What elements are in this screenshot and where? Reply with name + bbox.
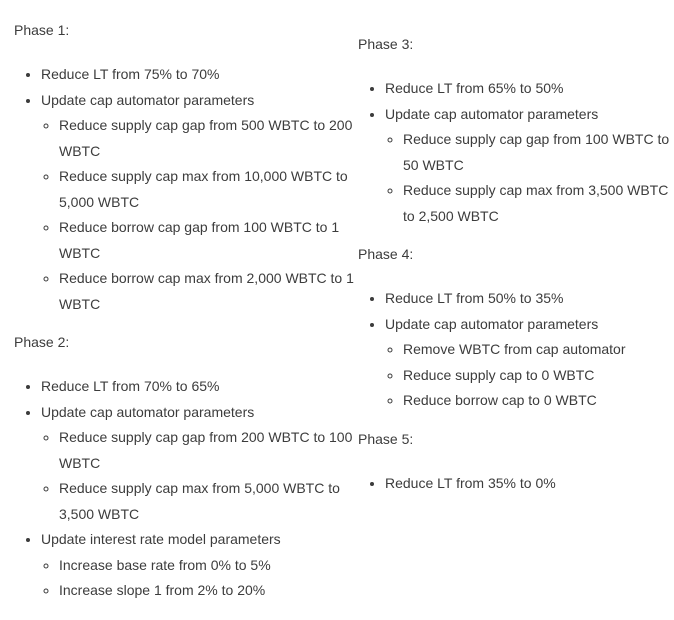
list-item: Reduce LT from 75% to 70% [41, 62, 354, 88]
list-item: Update interest rate model parameters In… [41, 527, 354, 604]
phase-3-section: Phase 3: Reduce LT from 65% to 50% Updat… [358, 35, 670, 229]
sub-list-item: Reduce supply cap gap from 200 WBTC to 1… [59, 425, 354, 476]
sub-list-item: Reduce supply cap gap from 100 WBTC to 5… [403, 127, 670, 178]
list-item-text: Update cap automator parameters [385, 105, 599, 122]
right-column: Phase 3: Reduce LT from 65% to 50% Updat… [358, 35, 670, 512]
list-item: Reduce LT from 50% to 35% [385, 286, 670, 312]
list-item: Reduce LT from 65% to 50% [385, 76, 670, 102]
list-item-text: Update interest rate model parameters [41, 531, 281, 547]
list-item: Update cap automator parameters Reduce s… [41, 400, 354, 528]
phase-1-list: Reduce LT from 75% to 70% Update cap aut… [14, 62, 354, 317]
sub-list-item: Reduce supply cap max from 5,000 WBTC to… [59, 476, 354, 527]
list-item-text: Update cap automator parameters [41, 403, 255, 420]
list-item: Reduce LT from 70% to 65% [41, 374, 354, 400]
sub-list: Reduce supply cap gap from 200 WBTC to 1… [41, 425, 354, 527]
phase-5-section: Phase 5: Reduce LT from 35% to 0% [358, 430, 670, 497]
phase-2-list: Reduce LT from 70% to 65% Update cap aut… [14, 374, 354, 604]
list-item-text: Update cap automator parameters [385, 315, 599, 332]
phase-2-section: Phase 2: Reduce LT from 70% to 65% Updat… [14, 333, 354, 604]
list-item: Reduce LT from 35% to 0% [385, 471, 670, 497]
left-column: Phase 1: Reduce LT from 75% to 70% Updat… [14, 21, 354, 620]
sub-list: Reduce supply cap gap from 500 WBTC to 2… [41, 113, 354, 317]
sub-list-item: Reduce borrow cap to 0 WBTC [403, 388, 670, 414]
sub-list-item: Remove WBTC from cap automator [403, 337, 670, 363]
sub-list: Remove WBTC from cap automator Reduce su… [385, 337, 670, 414]
phase-4-section: Phase 4: Reduce LT from 50% to 35% Updat… [358, 245, 670, 414]
sub-list-item: Increase slope 1 from 2% to 20% [59, 578, 354, 604]
phase-1-section: Phase 1: Reduce LT from 75% to 70% Updat… [14, 21, 354, 317]
phase-5-list: Reduce LT from 35% to 0% [358, 471, 670, 497]
phase-3-heading: Phase 3: [358, 36, 414, 52]
sub-list-item: Reduce borrow cap max from 2,000 WBTC to… [59, 266, 354, 317]
sub-list-item: Reduce borrow cap gap from 100 WBTC to 1… [59, 215, 354, 266]
sub-list-item: Increase base rate from 0% to 5% [59, 553, 354, 579]
phase-4-heading: Phase 4: [358, 246, 414, 262]
sub-list-item: Reduce supply cap gap from 500 WBTC to 2… [59, 113, 354, 164]
phase-2-heading: Phase 2: [14, 334, 70, 350]
list-item: Update cap automator parameters Reduce s… [41, 88, 354, 318]
sub-list-item: Reduce supply cap to 0 WBTC [403, 363, 670, 389]
phase-4-list: Reduce LT from 50% to 35% Update cap aut… [358, 286, 670, 414]
list-item-text: Update cap automator parameters [41, 91, 255, 108]
phase-3-list: Reduce LT from 65% to 50% Update cap aut… [358, 76, 670, 229]
phase-5-heading: Phase 5: [358, 430, 414, 447]
sub-list: Reduce supply cap gap from 100 WBTC to 5… [385, 127, 670, 229]
sub-list-item: Reduce supply cap max from 3,500 WBTC to… [403, 178, 670, 229]
list-item: Update cap automator parameters Reduce s… [385, 102, 670, 230]
sub-list-item: Reduce supply cap max from 10,000 WBTC t… [59, 164, 354, 215]
sub-list: Increase base rate from 0% to 5% Increas… [41, 553, 354, 604]
phase-1-heading: Phase 1: [14, 22, 70, 38]
list-item: Update cap automator parameters Remove W… [385, 312, 670, 414]
